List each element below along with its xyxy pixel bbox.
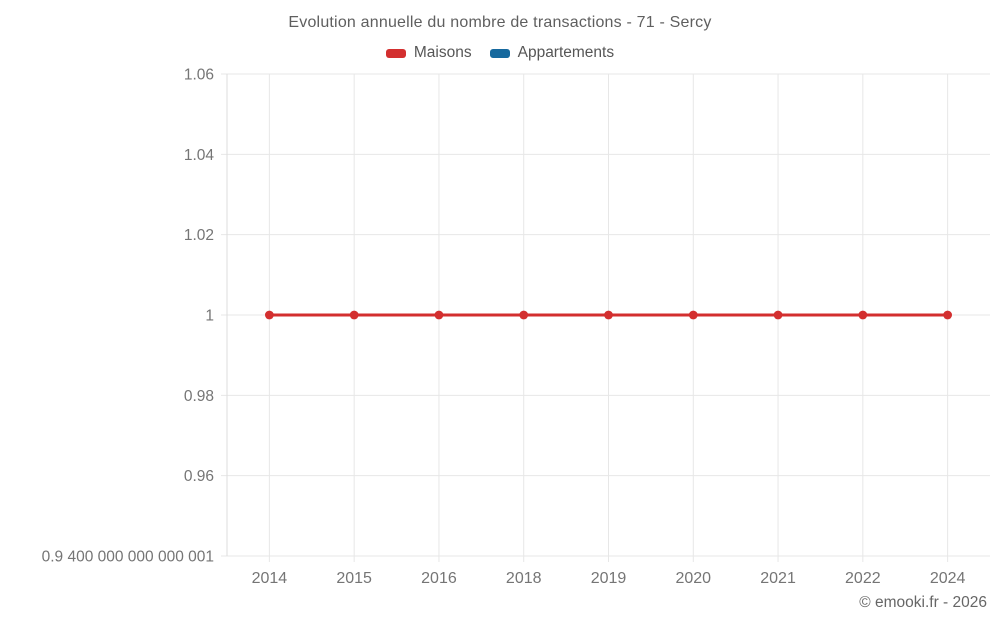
legend-item-maisons[interactable]: Maisons (385, 44, 472, 62)
data-point-maisons-2018[interactable] (519, 310, 529, 320)
x-axis-tick-label: 2021 (760, 570, 796, 587)
legend-item-appartements[interactable]: Appartements (489, 44, 615, 62)
x-axis-tick-label: 2015 (336, 570, 372, 587)
x-axis-tick-label: 2022 (845, 570, 881, 587)
y-axis-tick-label: 1.02 (184, 227, 214, 244)
data-point-maisons-2020[interactable] (688, 310, 698, 320)
legend-label-maisons: Maisons (413, 44, 472, 61)
x-axis-tick-label: 2019 (591, 570, 627, 587)
data-point-maisons-2024[interactable] (943, 310, 953, 320)
watermark-text: © emooki.fr - 2026 (859, 594, 987, 611)
y-axis-tick-label: 0.98 (184, 388, 214, 405)
y-axis-tick-label: 0.9 400 000 000 000 001 (42, 549, 214, 566)
y-axis-tick-label: 1 (205, 308, 214, 325)
x-axis-tick-label: 2016 (421, 570, 457, 587)
data-point-maisons-2019[interactable] (604, 310, 613, 320)
x-axis-tick-label: 2024 (930, 570, 966, 587)
legend-label-appartements: Appartements (517, 44, 615, 61)
data-point-maisons-2022[interactable] (858, 310, 868, 320)
x-axis-tick-label: 2020 (675, 570, 711, 587)
chart-title: Evolution annuelle du nombre de transact… (288, 14, 712, 31)
x-axis-tick-label: 2014 (252, 570, 288, 587)
data-point-maisons-2015[interactable] (349, 310, 359, 320)
data-point-maisons-2016[interactable] (434, 310, 444, 320)
chart-legend: Maisons Appartements (0, 44, 1000, 62)
y-axis-tick-label: 1.04 (184, 147, 215, 164)
appartements-series-swatch-icon (489, 48, 510, 58)
x-axis-tick-label: 2018 (506, 570, 542, 587)
maisons-series-swatch-icon (385, 48, 406, 58)
y-axis-tick-label: 1.06 (184, 67, 214, 84)
data-point-maisons-2014[interactable] (264, 310, 274, 320)
data-point-maisons-2021[interactable] (773, 310, 783, 320)
y-axis-tick-label: 0.96 (184, 468, 214, 485)
